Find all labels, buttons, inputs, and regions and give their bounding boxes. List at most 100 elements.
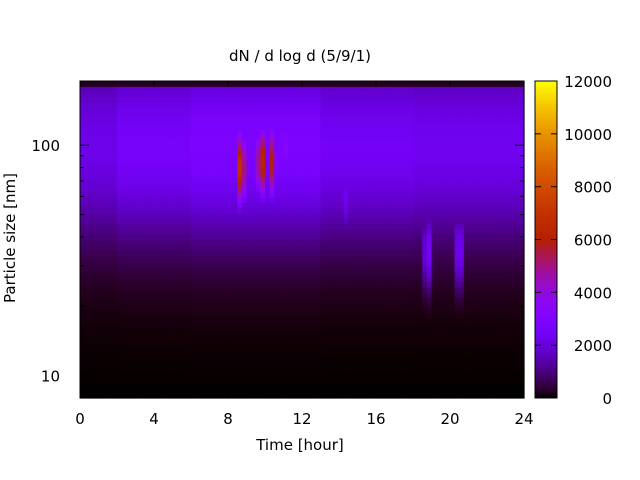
heatmap-cell bbox=[103, 191, 109, 198]
heatmap-cell bbox=[348, 313, 354, 320]
heatmap-cell bbox=[334, 107, 340, 114]
heatmap-cell bbox=[436, 239, 442, 246]
heatmap-cell bbox=[80, 191, 86, 198]
heatmap-cell bbox=[274, 207, 280, 214]
heatmap-cell bbox=[366, 96, 372, 103]
heatmap-cell bbox=[195, 181, 201, 188]
heatmap-cell bbox=[306, 91, 312, 98]
heatmap-cell bbox=[450, 376, 456, 383]
heatmap-cell bbox=[371, 234, 377, 241]
heatmap-cell bbox=[260, 123, 266, 130]
heatmap-cell bbox=[385, 366, 391, 373]
heatmap-cell bbox=[417, 382, 423, 389]
heatmap-cell bbox=[389, 154, 396, 161]
heatmap-cell bbox=[334, 176, 340, 182]
heatmap-cell bbox=[84, 160, 90, 167]
heatmap-cell bbox=[80, 382, 86, 389]
heatmap-cell bbox=[311, 318, 317, 325]
heatmap-cell bbox=[297, 308, 303, 315]
heatmap-cell bbox=[352, 329, 359, 336]
heatmap-cell bbox=[334, 366, 340, 373]
heatmap-cell bbox=[450, 255, 456, 262]
heatmap-cell bbox=[209, 387, 215, 394]
heatmap-cell bbox=[241, 355, 248, 362]
heatmap-cell bbox=[181, 302, 187, 309]
heatmap-cell bbox=[214, 197, 220, 204]
heatmap-cell bbox=[265, 107, 271, 114]
heatmap-cell bbox=[292, 318, 298, 325]
heatmap-cell bbox=[112, 392, 118, 399]
heatmap-cell bbox=[126, 91, 132, 98]
heatmap-cell bbox=[394, 133, 400, 140]
heatmap-cell bbox=[417, 202, 423, 209]
heatmap-cell bbox=[366, 371, 372, 378]
heatmap-cell bbox=[269, 250, 275, 256]
heatmap-cell bbox=[422, 276, 428, 283]
heatmap-cell bbox=[112, 276, 118, 283]
heatmap-cell bbox=[431, 361, 437, 367]
heatmap-cell bbox=[436, 139, 442, 145]
heatmap-cell bbox=[320, 313, 326, 320]
heatmap-cell bbox=[426, 244, 433, 251]
heatmap-cell bbox=[352, 128, 359, 135]
heatmap-cell bbox=[93, 107, 100, 114]
heatmap-cell bbox=[103, 197, 109, 204]
heatmap-cell bbox=[450, 313, 456, 320]
heatmap-cell bbox=[204, 376, 211, 383]
heatmap-cell bbox=[422, 197, 428, 204]
heatmap-cell bbox=[292, 271, 298, 278]
heatmap-cell bbox=[163, 376, 169, 383]
heatmap-cell bbox=[117, 144, 123, 151]
heatmap-cell bbox=[385, 202, 391, 209]
heatmap-cell bbox=[417, 154, 423, 161]
heatmap-cell bbox=[237, 207, 243, 214]
heatmap-cell bbox=[311, 186, 317, 193]
heatmap-cell bbox=[431, 334, 437, 341]
heatmap-cell bbox=[417, 265, 423, 272]
heatmap-cell bbox=[89, 371, 95, 378]
heatmap-cell bbox=[408, 144, 414, 151]
heatmap-cell bbox=[450, 170, 456, 177]
heatmap-cell bbox=[218, 308, 224, 315]
heatmap-cell bbox=[172, 392, 178, 399]
heatmap-cell bbox=[232, 281, 238, 288]
heatmap-cell bbox=[246, 361, 252, 367]
heatmap-cell bbox=[265, 149, 271, 156]
heatmap-cell bbox=[103, 165, 109, 172]
heatmap-cell bbox=[98, 250, 104, 256]
heatmap-cell bbox=[325, 387, 331, 394]
heatmap-cell bbox=[204, 329, 211, 336]
heatmap-cell bbox=[399, 165, 405, 172]
heatmap-cell bbox=[320, 334, 326, 341]
heatmap-cell bbox=[223, 339, 229, 346]
heatmap-cell bbox=[112, 313, 118, 320]
heatmap-cell bbox=[450, 371, 456, 378]
heatmap-cell bbox=[195, 361, 201, 367]
heatmap-cell bbox=[357, 228, 363, 235]
heatmap-cell bbox=[228, 133, 234, 140]
heatmap-cell bbox=[274, 387, 280, 394]
heatmap-cell bbox=[385, 265, 391, 272]
heatmap-cell bbox=[158, 160, 164, 167]
heatmap-cell bbox=[376, 197, 382, 204]
heatmap-cell bbox=[232, 239, 238, 246]
heatmap-cell bbox=[135, 234, 141, 241]
heatmap-cell bbox=[288, 244, 294, 251]
heatmap-cell bbox=[98, 197, 104, 204]
heatmap-cell bbox=[186, 271, 192, 278]
heatmap-cell bbox=[366, 197, 372, 204]
heatmap-cell bbox=[389, 302, 396, 309]
heatmap-cell bbox=[223, 207, 229, 214]
heatmap-cell bbox=[422, 170, 428, 177]
heatmap-cell bbox=[107, 128, 113, 135]
heatmap-cell bbox=[241, 149, 248, 156]
heatmap-cell bbox=[288, 139, 294, 145]
heatmap-cell bbox=[209, 355, 215, 362]
heatmap-cell bbox=[135, 139, 141, 145]
heatmap-cell bbox=[399, 91, 405, 98]
heatmap-cell bbox=[117, 234, 123, 241]
heatmap-cell bbox=[154, 228, 160, 235]
heatmap-cell bbox=[371, 281, 377, 288]
heatmap-cell bbox=[445, 228, 451, 235]
heatmap-cell bbox=[311, 223, 317, 230]
